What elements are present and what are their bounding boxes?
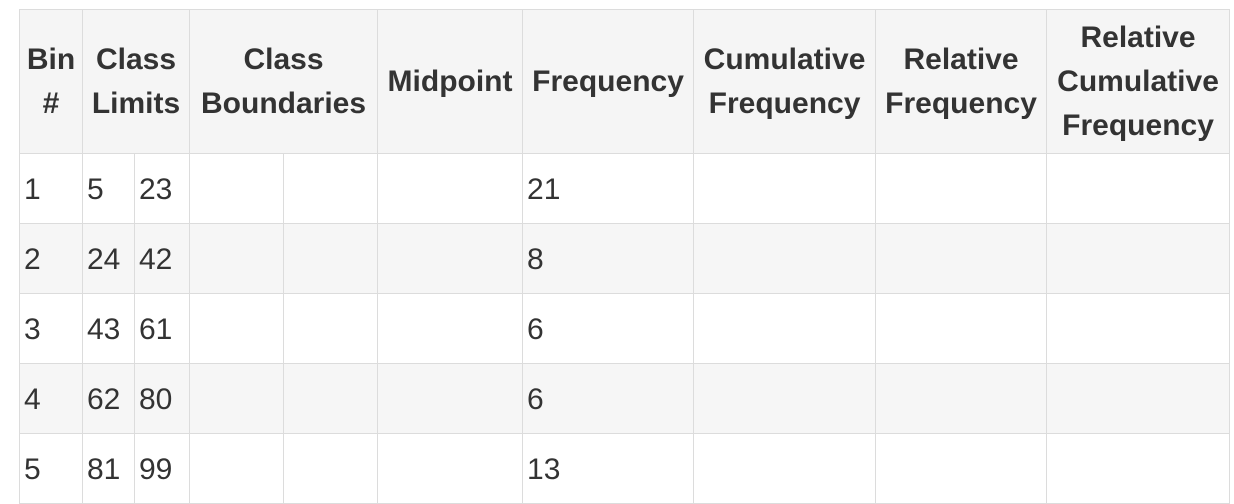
header-class-boundaries: Class Boundaries — [189, 9, 379, 154]
cell-lower-boundary — [189, 223, 285, 294]
table-row: 4 62 80 6 — [19, 363, 1231, 434]
cell-upper-limit: 42 — [133, 223, 191, 294]
cell-midpoint — [377, 223, 524, 294]
cell-lower-boundary — [189, 153, 285, 224]
cell-relative-frequency — [875, 433, 1048, 504]
cell-cumulative-frequency — [693, 433, 877, 504]
cell-lower-boundary — [189, 363, 285, 434]
cell-upper-boundary — [283, 153, 379, 224]
cell-frequency: 8 — [522, 223, 695, 294]
cell-relative-frequency — [875, 293, 1048, 364]
table-row: 3 43 61 6 — [19, 293, 1231, 364]
cell-upper-limit: 61 — [133, 293, 191, 364]
cell-relative-cumulative-frequency — [1046, 433, 1231, 504]
cell-upper-boundary — [283, 223, 379, 294]
cell-bin: 4 — [19, 363, 83, 434]
cell-frequency: 6 — [522, 363, 695, 434]
cell-lower-limit: 24 — [82, 223, 135, 294]
cell-relative-cumulative-frequency — [1046, 363, 1231, 434]
header-relative-cumulative-frequency: Relative Cumulative Frequency — [1046, 9, 1231, 154]
cell-bin: 5 — [19, 433, 83, 504]
cell-relative-frequency — [875, 153, 1048, 224]
cell-lower-boundary — [189, 293, 285, 364]
cell-frequency: 21 — [522, 153, 695, 224]
cell-midpoint — [377, 293, 524, 364]
cell-lower-boundary — [189, 433, 285, 504]
cell-upper-limit: 23 — [133, 153, 191, 224]
cell-relative-frequency — [875, 363, 1048, 434]
header-midpoint: Midpoint — [377, 9, 524, 154]
cell-relative-cumulative-frequency — [1046, 153, 1231, 224]
cell-lower-limit: 62 — [82, 363, 135, 434]
cell-lower-limit: 5 — [82, 153, 135, 224]
cell-relative-frequency — [875, 223, 1048, 294]
cell-upper-limit: 80 — [133, 363, 191, 434]
cell-upper-limit: 99 — [133, 433, 191, 504]
cell-upper-boundary — [283, 363, 379, 434]
cell-cumulative-frequency — [693, 363, 877, 434]
table-row: 5 81 99 13 — [19, 433, 1231, 504]
cell-lower-limit: 43 — [82, 293, 135, 364]
cell-midpoint — [377, 363, 524, 434]
cell-lower-limit: 81 — [82, 433, 135, 504]
cell-frequency: 13 — [522, 433, 695, 504]
cell-bin: 3 — [19, 293, 83, 364]
header-class-limits: Class Limits — [81, 9, 191, 154]
cell-relative-cumulative-frequency — [1046, 293, 1231, 364]
header-frequency: Frequency — [522, 9, 695, 154]
cell-midpoint — [377, 153, 524, 224]
cell-midpoint — [377, 433, 524, 504]
cell-upper-boundary — [283, 433, 379, 504]
header-row: Bin # Class Limits Class Boundaries Midp… — [19, 9, 1231, 154]
header-bin: Bin # — [19, 9, 83, 154]
frequency-distribution-table: Bin # Class Limits Class Boundaries Midp… — [19, 9, 1231, 504]
cell-cumulative-frequency — [693, 293, 877, 364]
cell-relative-cumulative-frequency — [1046, 223, 1231, 294]
frequency-table-container: Bin # Class Limits Class Boundaries Midp… — [19, 9, 1231, 504]
cell-bin: 2 — [19, 223, 83, 294]
cell-cumulative-frequency — [693, 153, 877, 224]
cell-upper-boundary — [283, 293, 379, 364]
header-relative-frequency: Relative Frequency — [875, 9, 1048, 154]
cell-cumulative-frequency — [693, 223, 877, 294]
header-cumulative-frequency: Cumulative Frequency — [693, 9, 877, 154]
table-row: 1 5 23 21 — [19, 153, 1231, 224]
table-row: 2 24 42 8 — [19, 223, 1231, 294]
cell-bin: 1 — [19, 153, 83, 224]
cell-frequency: 6 — [522, 293, 695, 364]
